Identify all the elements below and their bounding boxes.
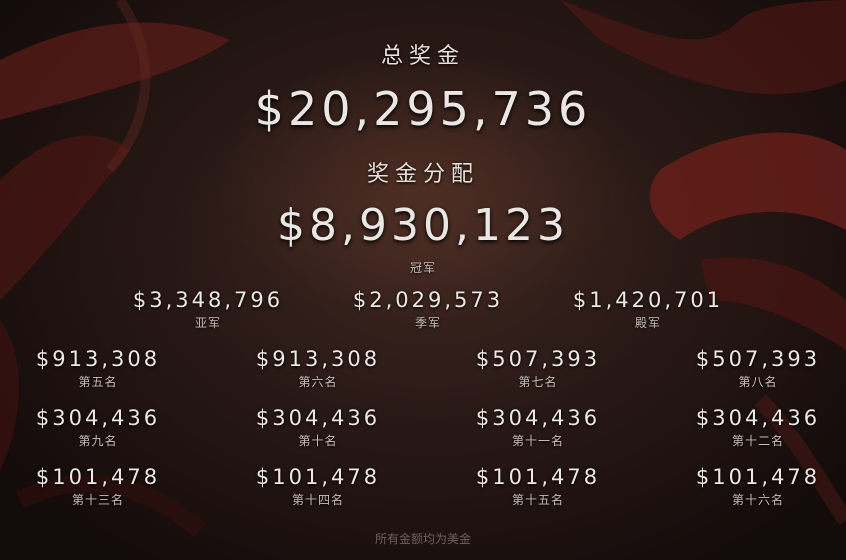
place-8: $507,393 第八名	[668, 347, 846, 390]
prize-amount: $507,393	[695, 347, 821, 371]
prize-rank-label: 第九名	[78, 434, 118, 448]
place-9: $304,436 第九名	[8, 406, 188, 449]
prize-amount: $507,393	[475, 347, 601, 371]
prize-rank-label: 季军	[414, 316, 441, 330]
place-7: $507,393 第七名	[448, 347, 628, 390]
champion-amount: $8,930,123	[277, 200, 569, 251]
place-3: $2,029,573 季军	[338, 288, 518, 331]
prize-rank-label: 第十名	[298, 434, 338, 448]
total-prize-amount: $20,295,736	[254, 82, 592, 136]
place-11: $304,436 第十一名	[448, 406, 628, 449]
champion-label: 冠军	[409, 261, 436, 275]
place-15: $101,478 第十五名	[448, 465, 628, 508]
place-13: $101,478 第十三名	[8, 465, 188, 508]
place-12: $304,436 第十二名	[668, 406, 846, 449]
prize-amount: $913,308	[255, 347, 381, 371]
prize-amount: $304,436	[695, 406, 821, 430]
prize-rank-label: 第六名	[298, 375, 338, 389]
place-2: $3,348,796 亚军	[118, 288, 298, 331]
place-14: $101,478 第十四名	[228, 465, 408, 508]
prize-amount: $1,420,701	[572, 288, 724, 312]
place-5: $913,308 第五名	[8, 347, 188, 390]
place-10: $304,436 第十名	[228, 406, 408, 449]
prize-amount: $2,029,573	[352, 288, 504, 312]
prize-rank-label: 第十二名	[731, 434, 784, 448]
prize-amount: $101,478	[695, 465, 821, 489]
total-prize-label: 总奖金	[380, 44, 465, 69]
prize-amount: $3,348,796	[132, 288, 284, 312]
prize-rank-label: 第八名	[738, 375, 778, 389]
currency-footnote: 所有金额均为美金	[374, 532, 471, 546]
prize-amount: $304,436	[35, 406, 161, 430]
prize-amount: $101,478	[35, 465, 161, 489]
place-4: $1,420,701 殿军	[558, 288, 738, 331]
prize-rank-label: 第五名	[78, 375, 118, 389]
prize-rank-label: 第十六名	[731, 493, 784, 507]
prize-rank-label: 亚军	[194, 316, 221, 330]
prize-distribution-label: 奖金分配	[366, 162, 479, 187]
prize-amount: $101,478	[255, 465, 381, 489]
prize-rank-label: 殿军	[634, 316, 661, 330]
prize-rank-label: 第七名	[518, 375, 558, 389]
prize-amount: $913,308	[35, 347, 161, 371]
prize-rank-label: 第十五名	[511, 493, 564, 507]
prize-rank-label: 第十一名	[511, 434, 564, 448]
prize-amount: $101,478	[475, 465, 601, 489]
prize-amount: $304,436	[255, 406, 381, 430]
place-6: $913,308 第六名	[228, 347, 408, 390]
prize-amount: $304,436	[475, 406, 601, 430]
place-16: $101,478 第十六名	[668, 465, 846, 508]
prize-rank-label: 第十三名	[71, 493, 124, 507]
prize-rank-label: 第十四名	[291, 493, 344, 507]
